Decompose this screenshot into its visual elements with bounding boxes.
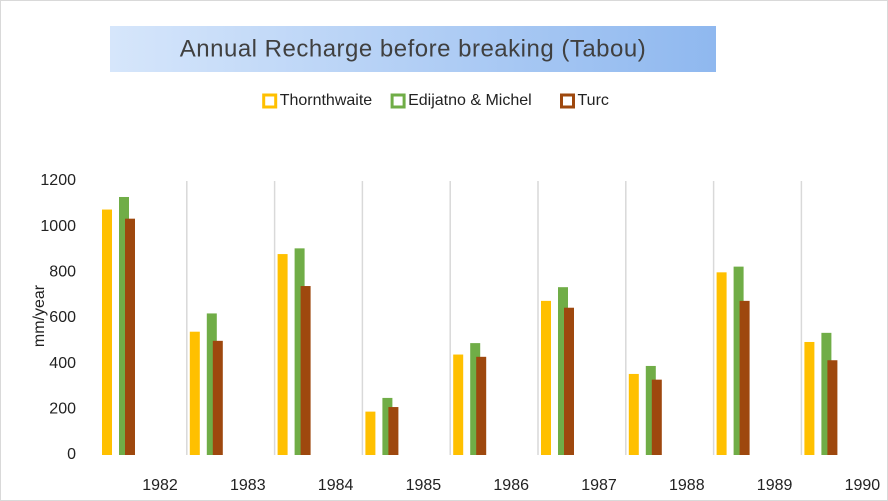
legend-label: Thornthwaite	[280, 92, 373, 109]
bar	[206, 313, 217, 455]
bar	[716, 272, 727, 455]
bar	[294, 248, 305, 455]
x-tick-label: 1982	[142, 477, 178, 494]
bar	[300, 286, 311, 455]
bar	[476, 356, 487, 455]
bar	[388, 407, 399, 455]
bar	[125, 218, 135, 455]
x-tick-label: 1990	[845, 477, 881, 494]
y-axis-label: mm/year	[31, 284, 48, 347]
x-tick-label: 1989	[757, 477, 793, 494]
title-background	[110, 26, 716, 72]
bar	[382, 397, 393, 455]
y-tick-label: 200	[49, 401, 76, 418]
chart-title: Annual Recharge before breaking (Tabou)	[180, 35, 646, 62]
y-tick-label: 400	[49, 355, 76, 372]
x-tick-label: 1988	[669, 477, 705, 494]
bar	[189, 331, 200, 455]
bar	[804, 341, 815, 455]
y-tick-label: 600	[49, 309, 76, 326]
legend-label: Turc	[578, 92, 609, 109]
bar	[541, 300, 551, 455]
x-tick-label: 1983	[230, 477, 266, 494]
legend-swatch	[560, 93, 575, 109]
bar	[277, 254, 288, 455]
bar	[651, 379, 662, 455]
legend-swatch	[390, 93, 406, 109]
x-tick-label: 1984	[318, 477, 354, 494]
bar	[365, 411, 376, 455]
bar	[453, 354, 464, 455]
x-tick-label: 1987	[581, 477, 617, 494]
bar	[628, 373, 639, 455]
y-tick-label: 1200	[40, 172, 76, 189]
x-tick-label: 1985	[406, 477, 442, 494]
bar	[558, 287, 568, 455]
legend-label: Edijatno & Michel	[408, 92, 532, 109]
y-tick-label: 800	[49, 264, 76, 281]
x-tick-label: 1986	[493, 477, 529, 494]
bar	[733, 266, 744, 455]
bar	[102, 209, 112, 455]
bar	[470, 343, 481, 455]
bar	[821, 332, 832, 455]
bar	[564, 307, 574, 455]
bar	[119, 196, 129, 455]
bar	[212, 340, 223, 455]
y-tick-label: 1000	[40, 218, 76, 235]
bar	[645, 365, 656, 455]
legend-swatch	[262, 93, 278, 109]
bar	[739, 300, 750, 455]
bar	[827, 360, 838, 455]
y-tick-label: 0	[67, 446, 76, 463]
